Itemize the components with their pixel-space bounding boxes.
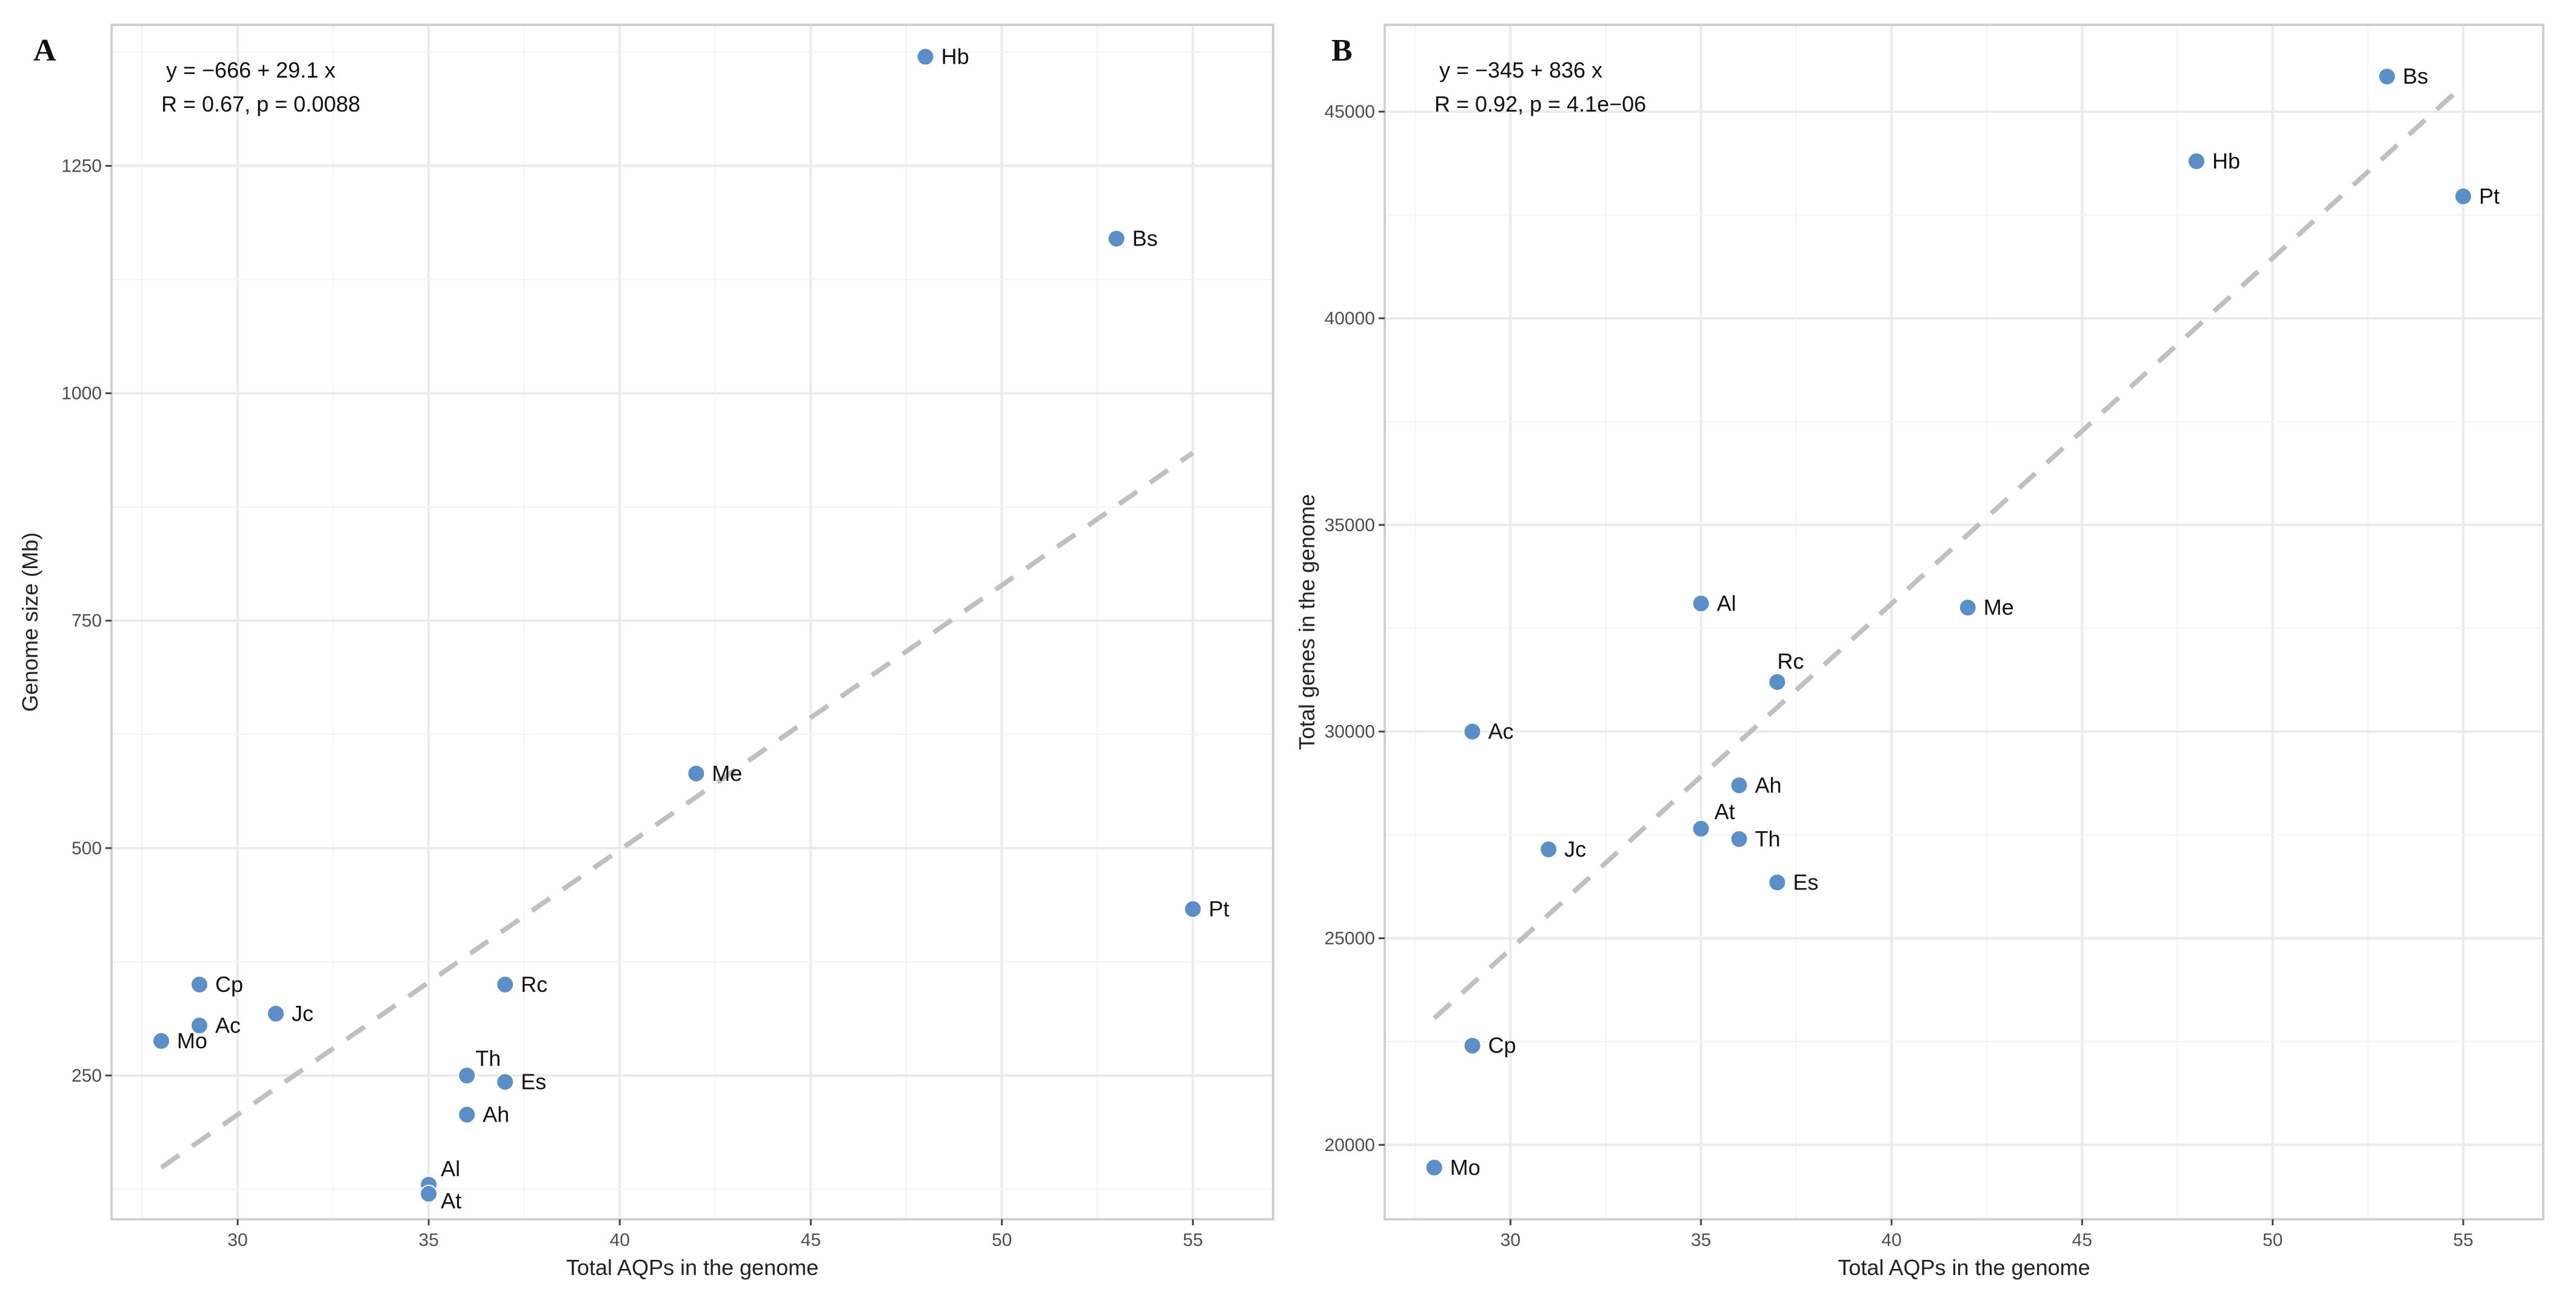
data-point <box>687 764 706 783</box>
data-point <box>1107 229 1126 248</box>
point-label: Cp <box>1488 1033 1516 1058</box>
x-axis-label: Total AQPs in the genome <box>1838 1255 2090 1280</box>
panel-b: 30 35 40 45 50 55 20000 25000 30000 35000 40000 450… <box>1294 24 2544 1280</box>
point-label: Hb <box>941 44 969 69</box>
data-point <box>916 47 935 66</box>
data-point <box>2187 152 2206 170</box>
point-label: Jc <box>1564 837 1586 862</box>
point-label: Bs <box>2403 64 2428 89</box>
panel-label: A <box>33 33 56 68</box>
x-tick-label: 35 <box>1691 1230 1711 1250</box>
x-tick-label: 35 <box>418 1230 438 1250</box>
x-tick-label: 55 <box>2453 1230 2473 1250</box>
point-label: Al <box>441 1156 460 1181</box>
point-label: Rc <box>521 972 547 997</box>
x-tick-label: 50 <box>2263 1230 2283 1250</box>
y-tick-label: 45000 <box>1325 102 1375 122</box>
point-label: Jc <box>292 1001 313 1026</box>
data-point <box>1691 594 1710 613</box>
point-label: Cp <box>215 972 243 997</box>
x-tick-label: 30 <box>1500 1230 1521 1250</box>
point-label: Mo <box>1450 1155 1480 1180</box>
data-point <box>496 1073 515 1091</box>
y-axis-label: Total genes in the genome <box>1294 494 1319 750</box>
data-point <box>1425 1158 1444 1177</box>
regression-stats: R = 0.92, p = 4.1e−06 <box>1434 92 1646 116</box>
y-tick-label: 1250 <box>61 156 102 176</box>
data-point <box>152 1031 170 1050</box>
point-label: Mo <box>177 1028 207 1053</box>
data-point <box>1691 819 1710 838</box>
point-label: Es <box>1793 869 1818 894</box>
data-point <box>1539 840 1558 859</box>
x-tick-label: 40 <box>1881 1230 1901 1250</box>
point-label: Bs <box>1132 226 1158 251</box>
point-label: Ah <box>483 1102 509 1126</box>
data-point <box>420 1184 438 1203</box>
data-point <box>267 1004 286 1023</box>
point-label: Th <box>475 1046 501 1071</box>
data-point <box>190 1016 209 1035</box>
point-label: At <box>441 1188 461 1213</box>
data-point <box>1730 776 1748 795</box>
data-point <box>496 975 515 994</box>
y-tick-label: 40000 <box>1325 309 1375 329</box>
y-tick-label: 500 <box>72 838 102 859</box>
data-point <box>1730 829 1748 848</box>
point-label: At <box>1715 799 1735 824</box>
panel-a: 30 35 40 45 50 55 250 500 750 1000 1250 Total AQPs … <box>18 24 1274 1280</box>
point-label: Me <box>1984 595 2014 620</box>
y-tick-label: 1000 <box>61 384 102 404</box>
y-tick-label: 30000 <box>1325 722 1375 742</box>
y-tick-label: 35000 <box>1325 515 1375 535</box>
regression-equation: y = −345 + 836 x <box>1439 58 1602 82</box>
point-label: Me <box>712 761 742 786</box>
y-tick-label: 20000 <box>1325 1135 1375 1155</box>
point-label: Th <box>1755 826 1781 851</box>
data-point <box>1958 598 1977 617</box>
y-tick-label: 750 <box>72 611 102 631</box>
regression-equation: y = −666 + 29.1 x <box>166 58 335 82</box>
x-tick-label: 45 <box>801 1230 821 1250</box>
x-tick-label: 40 <box>610 1230 630 1250</box>
plot-border <box>110 24 1274 1220</box>
data-point <box>190 975 209 994</box>
point-label: Hb <box>2212 149 2240 173</box>
y-axis-label: Genome size (Mb) <box>18 532 42 712</box>
regression-stats: R = 0.67, p = 0.0088 <box>161 92 360 116</box>
x-tick-label: 45 <box>2072 1230 2092 1250</box>
point-label: Ac <box>215 1013 241 1037</box>
x-tick-label: 50 <box>992 1230 1012 1250</box>
data-point <box>1183 900 1202 919</box>
point-label: Al <box>1717 591 1736 615</box>
data-point <box>2454 187 2472 206</box>
point-label: Ah <box>1755 772 1782 797</box>
y-tick-label: 25000 <box>1325 928 1375 948</box>
data-point <box>1768 873 1787 892</box>
data-point <box>1463 1036 1482 1055</box>
point-label: Ac <box>1488 719 1514 744</box>
panel-label: B <box>1331 33 1353 68</box>
x-tick-label: 55 <box>1183 1230 1203 1250</box>
point-label: Pt <box>1209 896 1229 921</box>
point-label: Pt <box>2479 184 2500 209</box>
data-point <box>458 1105 477 1124</box>
point-label: Es <box>521 1069 546 1094</box>
data-point <box>1768 672 1787 691</box>
point-label: Rc <box>1777 649 1804 674</box>
regression-line <box>1433 83 2465 1020</box>
data-point <box>2378 67 2397 86</box>
regression-line <box>159 450 1194 1170</box>
data-point <box>1463 722 1482 741</box>
y-tick-label: 250 <box>72 1066 102 1086</box>
data-point <box>458 1066 477 1085</box>
plot-border <box>1383 24 2544 1220</box>
x-tick-label: 30 <box>227 1230 247 1250</box>
x-axis-label: Total AQPs in the genome <box>566 1255 818 1280</box>
